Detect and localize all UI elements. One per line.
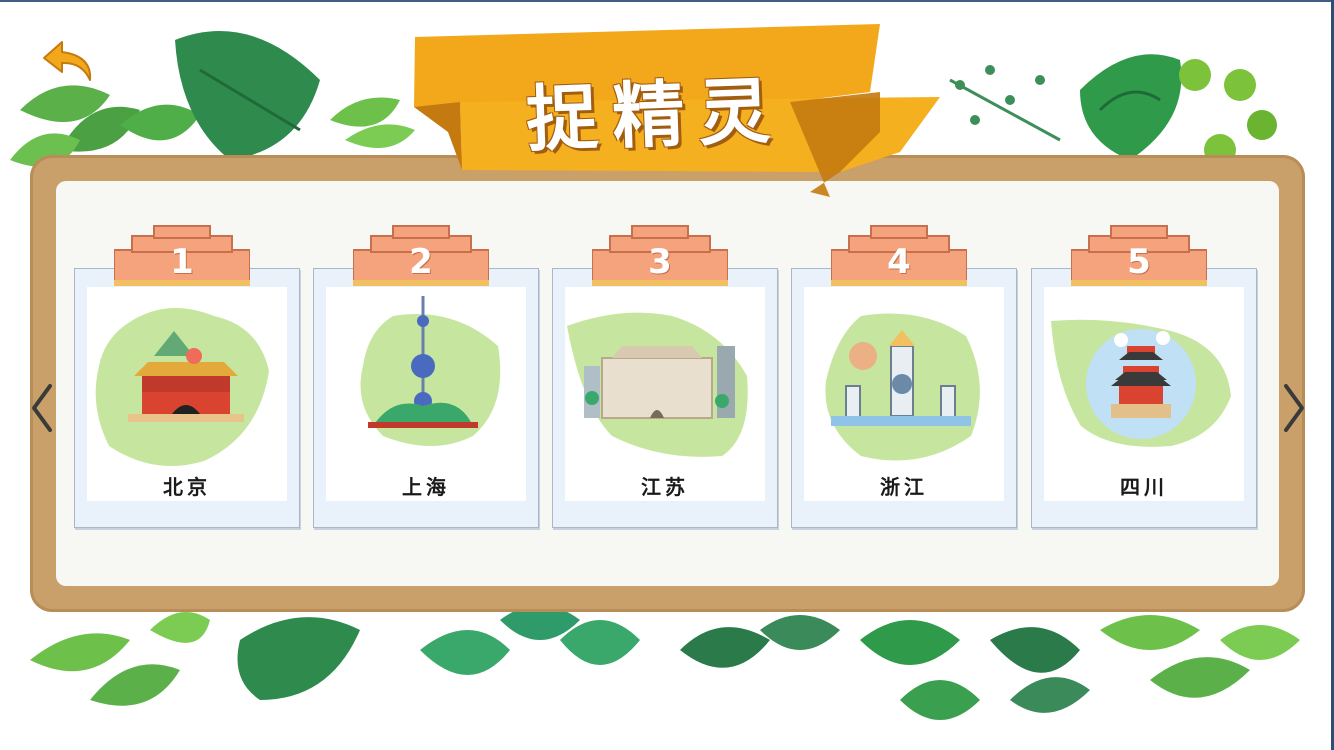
three-pools-pagodas-icon [825, 313, 980, 461]
level-card-beijing[interactable]: 1 北京 [72, 224, 302, 530]
leaf-cluster-bottom-icon [30, 605, 1300, 720]
card-number-tab [831, 225, 967, 286]
card-number-tab [1071, 225, 1207, 286]
next-page-button[interactable] [1280, 382, 1308, 434]
mausoleum-hall-icon [567, 312, 748, 457]
back-button[interactable] [38, 36, 102, 92]
card-number: 4 [887, 242, 911, 282]
card-number-tab [353, 225, 489, 286]
card-number: 3 [648, 242, 672, 282]
title-banner [414, 24, 940, 197]
card-label: 四川 [1120, 475, 1168, 499]
card-number-tab [114, 225, 250, 286]
card-number: 1 [170, 242, 194, 282]
card-number: 5 [1127, 242, 1151, 282]
card-label: 北京 [163, 475, 211, 499]
card-label: 上海 [402, 475, 450, 499]
tiananmen-icon [95, 308, 270, 466]
right-border [1331, 0, 1334, 750]
back-arrow-icon [43, 41, 92, 81]
level-card-sichuan[interactable]: 5 四川 [1029, 224, 1259, 530]
card-number-tab [592, 225, 728, 286]
chevron-right-icon [1284, 384, 1304, 432]
prev-page-button[interactable] [28, 382, 56, 434]
card-label: 江苏 [641, 475, 689, 499]
card-label: 浙江 [880, 475, 928, 499]
chevron-left-icon [32, 384, 52, 432]
card-number: 2 [409, 242, 433, 282]
level-card-shanghai[interactable]: 2 上海 [311, 224, 541, 530]
level-card-jiangsu[interactable]: 3 江苏 [550, 224, 780, 530]
page-title: 捉精灵 [524, 68, 786, 162]
oriental-pearl-tower-icon [360, 296, 501, 446]
pagoda-tower-icon [1051, 319, 1231, 447]
level-card-zhejiang[interactable]: 4 浙江 [789, 224, 1019, 530]
top-border [0, 0, 1334, 2]
